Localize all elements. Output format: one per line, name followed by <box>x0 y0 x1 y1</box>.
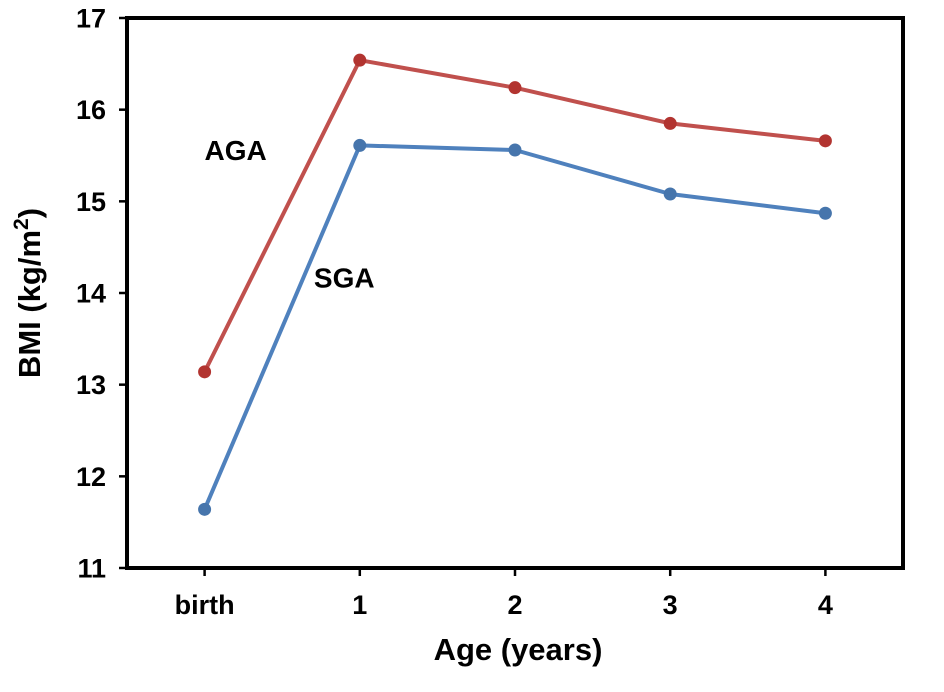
series-marker-SGA <box>818 206 832 220</box>
axes <box>119 16 905 576</box>
y-axis-title: BMI (kg/m2) <box>10 208 47 378</box>
series-line-AGA <box>202 58 828 374</box>
plot-border <box>125 16 905 570</box>
x-tick-label: 2 <box>507 590 522 620</box>
series-marker-AGA <box>353 53 367 67</box>
y-tick-label: 12 <box>76 462 106 492</box>
plot-series <box>198 53 832 516</box>
y-tick-label: 11 <box>77 554 106 584</box>
y-tick-label: 13 <box>76 370 106 400</box>
series-marker-AGA <box>818 134 832 148</box>
series-marker-SGA <box>663 187 677 201</box>
series-marker-SGA <box>508 143 522 157</box>
x-tick-label: 3 <box>663 590 678 620</box>
x-tick-label: 4 <box>818 590 833 620</box>
y-tick-label: 17 <box>76 4 106 34</box>
series-marker-AGA <box>663 116 677 130</box>
y-tick-label: 14 <box>76 279 106 309</box>
x-axis-title: Age (years) <box>434 632 603 667</box>
y-tick-label: 15 <box>76 187 106 217</box>
series-line-SGA <box>202 143 828 512</box>
series-marker-AGA <box>508 81 522 95</box>
x-tick-label: 1 <box>352 590 367 620</box>
x-tick-label: birth <box>175 590 235 620</box>
series-marker-SGA <box>353 138 367 152</box>
series-marker-AGA <box>198 365 212 379</box>
series-marker-SGA <box>198 502 212 516</box>
y-tick-label: 16 <box>76 95 106 125</box>
series-label-SGA: SGA <box>314 262 375 293</box>
series-label-AGA: AGA <box>205 135 267 166</box>
